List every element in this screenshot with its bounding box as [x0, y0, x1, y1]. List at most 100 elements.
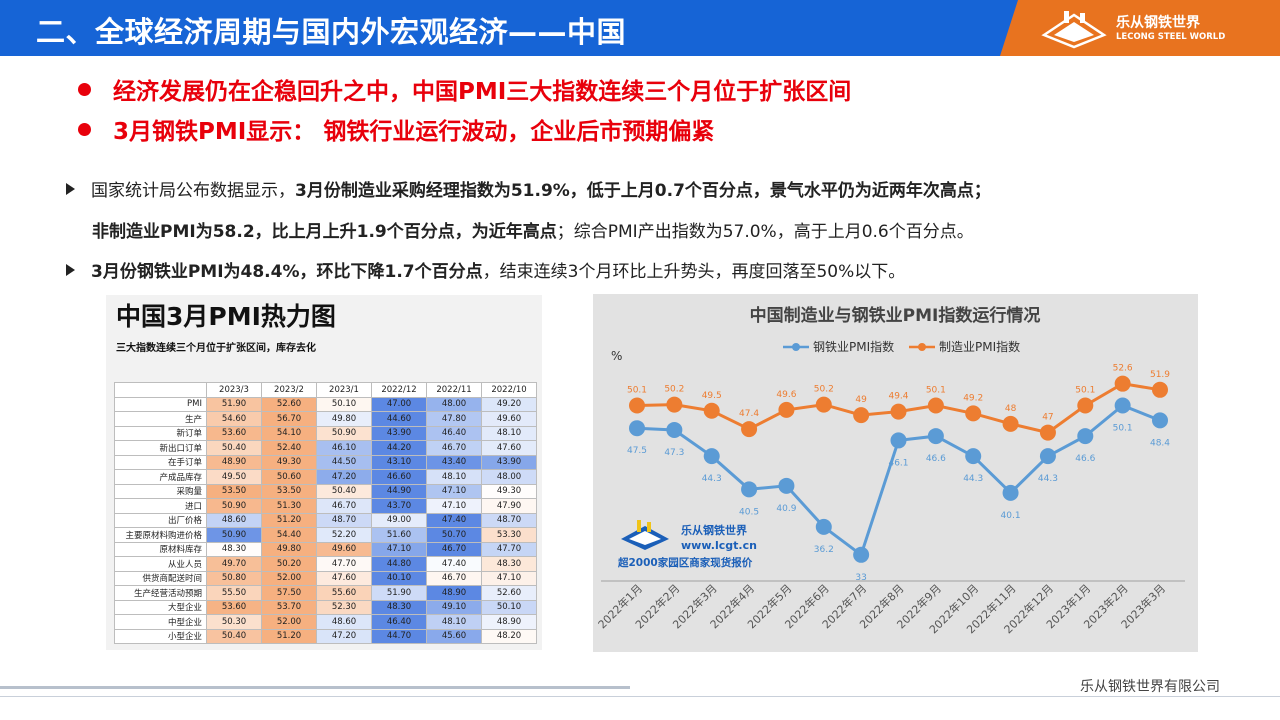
heatmap-row: 进口 50.90 51.30 46.70 43.70 47.10 47.90	[114, 498, 537, 514]
data-point	[666, 396, 683, 413]
heatmap-panel: 中国3月PMI热力图 三大指数连续三个月位于扩张区间，库存去化 2023/3 20…	[106, 295, 542, 650]
heatmap-row: PMI 51.90 52.60 50.10 47.00 48.00 49.20	[114, 396, 537, 412]
heatmap-cell: 48.30	[206, 541, 262, 557]
watermark-url: www.lcgt.cn	[681, 539, 757, 552]
heatmap-row: 在手订单 48.90 49.30 44.50 43.10 43.40 43.90	[114, 454, 537, 470]
heatmap-row-label: 供货商配送时间	[114, 570, 207, 586]
data-label: 49	[855, 395, 867, 405]
heatmap-column-header: 2023/1	[316, 382, 372, 398]
series-layer: 47.5 47.3 44.3 40.5 40.9 36.2 33 46.1 46.6 44.3 40…	[627, 364, 1170, 583]
heatmap-column-header: 2022/12	[371, 382, 427, 398]
bullet-2: 3月份钢铁业PMI为48.4%，环比下降1.7个百分点，结束连续3个月环比上升势…	[66, 257, 905, 282]
heatmap-cell: 46.10	[316, 440, 372, 456]
heatmap-cell: 55.50	[206, 585, 262, 601]
data-label: 52.6	[1113, 364, 1133, 374]
bullet-dot-icon	[78, 123, 91, 136]
heatmap-row-label: 小型企业	[114, 628, 207, 644]
heatmap-cell: 43.40	[426, 454, 482, 470]
heatmap-cell: 47.00	[371, 396, 427, 412]
heatmap-cell: 46.60	[371, 469, 427, 485]
heatmap-subtitle: 三大指数连续三个月位于扩张区间，库存去化	[116, 343, 316, 354]
data-label: 40.5	[739, 507, 759, 517]
heatmap-row: 供货商配送时间 50.80 52.00 47.60 40.10 46.70 47.10	[114, 570, 537, 586]
data-point	[1039, 424, 1056, 441]
heatmap-row-label: 生产	[114, 411, 207, 427]
heatmap-row-label: 生产经营活动预期	[114, 585, 207, 601]
header-bar: 二、全球经济周期与国内外宏观经济——中国 乐从钢铁世界 LECONG STEEL…	[0, 0, 1280, 56]
data-point	[853, 546, 870, 563]
heatmap-cell: 48.90	[481, 614, 537, 630]
heatmap-cell: 43.90	[371, 425, 427, 441]
x-tick-labels: 2022年1月2022年2月2022年3月2022年4月2022年5月2022年…	[595, 581, 1168, 636]
data-label: 33	[855, 573, 866, 583]
footer-divider-thin	[0, 696, 1280, 697]
heatmap-row: 小型企业 50.40 51.20 47.20 44.70 45.60 48.20	[114, 628, 537, 644]
heatmap-body: PMI 51.90 52.60 50.10 47.00 48.00 49.20 生产 54.60…	[114, 396, 537, 644]
heatmap-cell: 47.10	[426, 498, 482, 514]
heatmap-cell: 43.70	[371, 498, 427, 514]
footer-company: 乐从钢铁世界有限公司	[1080, 679, 1220, 695]
data-label: 49.4	[888, 392, 908, 402]
data-label: 47.5	[627, 446, 647, 456]
heatmap-cell: 46.40	[426, 425, 482, 441]
data-point	[815, 396, 832, 413]
heatmap-cell: 51.60	[371, 527, 427, 543]
line-chart: 中国制造业与钢铁业PMI指数运行情况 % 钢铁业PMI指数 制造业PMI指数 乐从…	[595, 305, 1185, 636]
heatmap-cell: 45.60	[426, 628, 482, 644]
bullet-2-post: ，结束连续3个月环比上升势头，再度回落至50%以下。	[482, 262, 906, 282]
heatmap-cell: 46.70	[426, 440, 482, 456]
heatmap-cell: 51.90	[206, 396, 262, 412]
data-label: 46.6	[1075, 454, 1095, 464]
heatmap-row-label: 进口	[114, 498, 207, 514]
brand-logo: 乐从钢铁世界 LECONG STEEL WORLD	[1000, 0, 1280, 56]
heatmap-cell: 50.40	[206, 440, 262, 456]
watermark-tagline: 超2000家园区商家现货报价	[617, 556, 753, 569]
heatmap-cell: 50.10	[316, 396, 372, 412]
watermark: 乐从钢铁世界 www.lcgt.cn 超2000家园区商家现货报价	[617, 520, 757, 569]
heatmap-cell: 50.80	[206, 570, 262, 586]
chart-title: 中国制造业与钢铁业PMI指数运行情况	[750, 305, 1041, 326]
heatmap-cell: 48.00	[481, 469, 537, 485]
headline-1: 经济发展仍在企稳回升之中，中国PMI三大指数连续三个月位于扩张区间	[78, 72, 851, 106]
data-label: 49.2	[963, 393, 983, 403]
heatmap-table: 2023/3 2023/2 2023/1 2022/12 2022/11 2022/10 …	[114, 382, 537, 644]
heatmap-cell: 49.80	[261, 541, 317, 557]
heatmap-row: 大型企业 53.60 53.70 52.30 48.30 49.10 50.10	[114, 599, 537, 615]
heatmap-cell: 46.40	[371, 614, 427, 630]
heatmap-row: 生产经营活动预期 55.50 57.50 55.60 51.90 48.90 52.60	[114, 585, 537, 601]
heatmap-row: 产成品库存 49.50 50.60 47.20 46.60 48.10 48.00	[114, 469, 537, 485]
footer-divider	[0, 686, 630, 689]
heatmap-cell: 49.30	[481, 483, 537, 499]
heatmap-row-label: PMI	[114, 396, 207, 412]
data-point	[1152, 381, 1168, 398]
heatmap-row-label: 产成品库存	[114, 469, 207, 485]
data-label: 48	[1005, 404, 1017, 414]
data-label: 40.9	[776, 504, 796, 514]
page-title: 二、全球经济周期与国内外宏观经济——中国	[36, 15, 627, 49]
heatmap-row: 中型企业 50.30 52.00 48.60 46.40 48.10 48.90	[114, 614, 537, 630]
heatmap-cell: 47.20	[316, 628, 372, 644]
logo-cn-text: 乐从钢铁世界	[1116, 15, 1200, 31]
data-label: 36.2	[814, 545, 834, 555]
heatmap-row: 采购量 53.50 53.50 50.40 44.90 47.10 49.30	[114, 483, 537, 499]
data-label: 50.1	[627, 386, 647, 396]
heatmap-cell: 48.10	[426, 614, 482, 630]
heatmap-cell: 48.90	[206, 454, 262, 470]
data-point	[927, 397, 944, 414]
headline-2: 3月钢铁PMI显示： 钢铁行业运行波动，企业后市预期偏紧	[78, 112, 714, 146]
logo-icon	[1041, 11, 1107, 49]
data-point	[853, 407, 870, 424]
data-point	[741, 481, 758, 498]
heatmap-cell: 50.90	[316, 425, 372, 441]
heatmap-cell: 44.80	[371, 556, 427, 572]
heatmap-cell: 56.70	[261, 411, 317, 427]
data-point	[778, 477, 795, 494]
heatmap-cell: 53.50	[206, 483, 262, 499]
heatmap-cell: 50.30	[206, 614, 262, 630]
data-point	[1114, 397, 1131, 414]
heatmap-row-label: 原材料库存	[114, 541, 207, 557]
heatmap-row: 主要原材料购进价格 50.90 54.40 52.20 51.60 50.70 53.30	[114, 527, 537, 543]
arrow-bullet-icon	[66, 183, 75, 195]
heatmap-row: 原材料库存 48.30 49.80 49.60 47.10 46.70 47.70	[114, 541, 537, 557]
data-label: 47.3	[664, 448, 684, 458]
